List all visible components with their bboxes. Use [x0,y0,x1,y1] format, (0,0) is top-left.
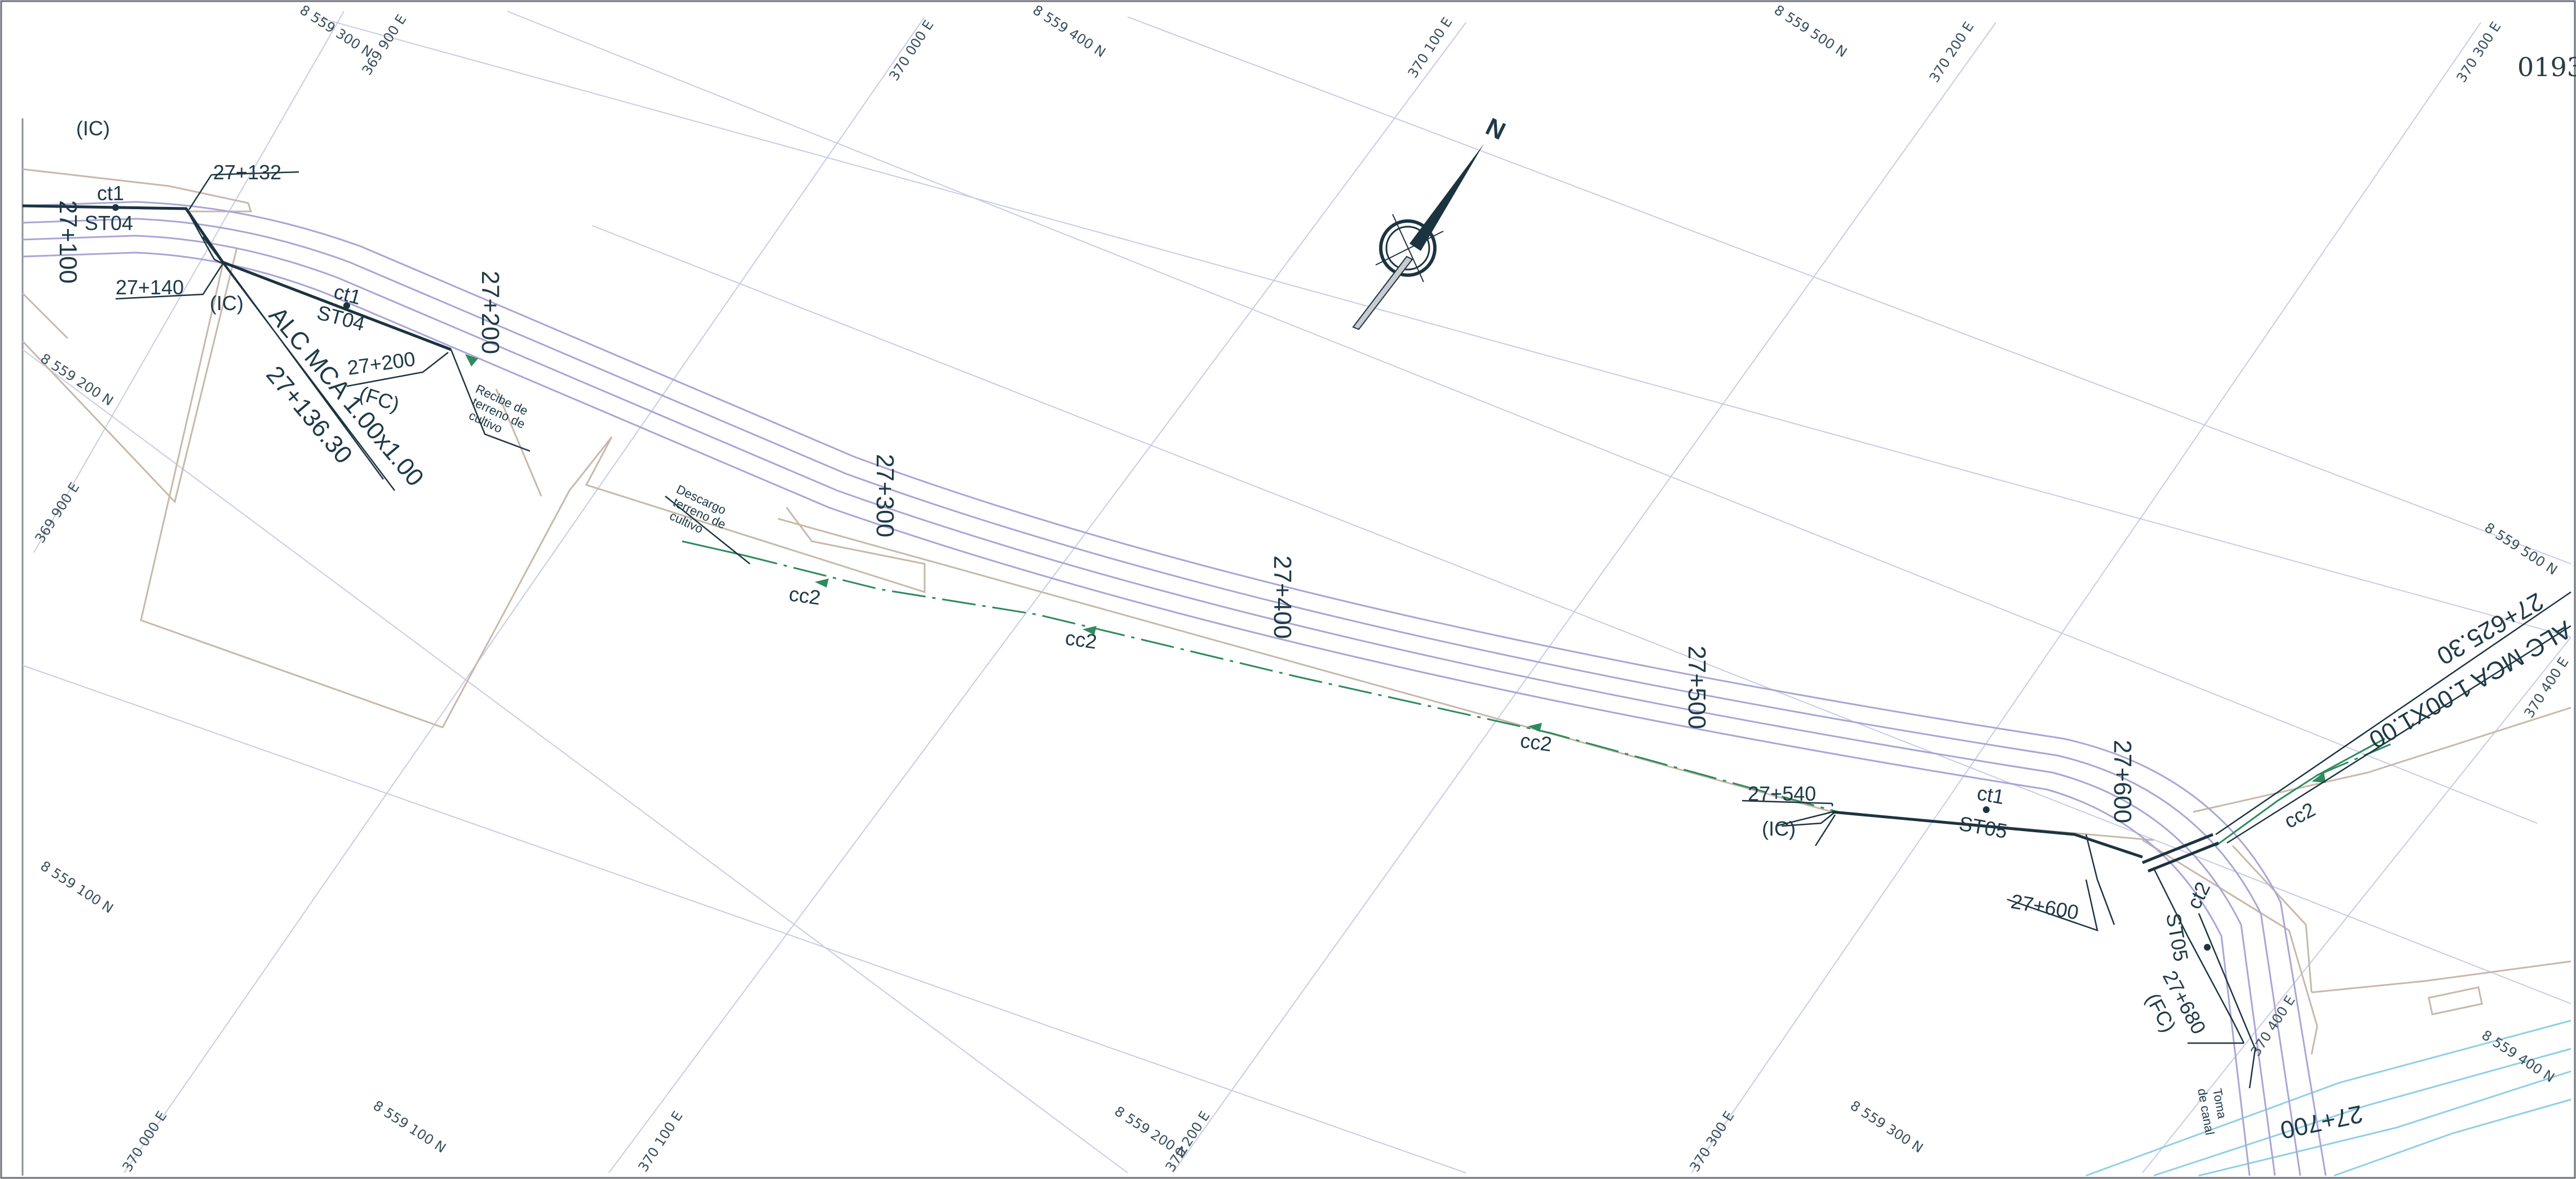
station-27400: 27+400 [1269,555,1296,639]
callout-27140: 27+140 [116,276,184,299]
north-arrow-icon [1352,144,1484,330]
station-27100: 27+100 [54,200,82,284]
drainage-cc2 [465,354,2391,847]
callout-cc2-c: cc2 [1519,728,1553,756]
callout-ct1-a: ct1 [97,182,124,205]
callout-ct1-c: ct1 [1976,781,2006,809]
callout-ic-top: (IC) [76,117,110,140]
station-27200-axis: 27+200 [476,271,504,354]
station-27500: 27+500 [1683,646,1711,729]
callout-cc2-a: cc2 [788,582,822,609]
structures [22,204,2571,1089]
station-27600-axis: 27+600 [2109,740,2136,823]
callout-leaders [115,171,2244,1044]
station-27300: 27+300 [871,454,899,537]
coordinate-grid [22,11,2571,1173]
callout-27540: 27+540 [1748,782,1816,805]
water-channels [2085,1019,2571,1177]
road-alignment [22,201,2327,1176]
callout-27132: 27+132 [213,161,281,184]
callout-cc2-b: cc2 [1064,626,1098,653]
callout-st04-a: ST04 [85,211,133,235]
callout-ic-a: (IC) [210,292,244,315]
callout-ic-b: (IC) [1762,817,1796,840]
sheet-number: 0193 [2517,52,2576,82]
